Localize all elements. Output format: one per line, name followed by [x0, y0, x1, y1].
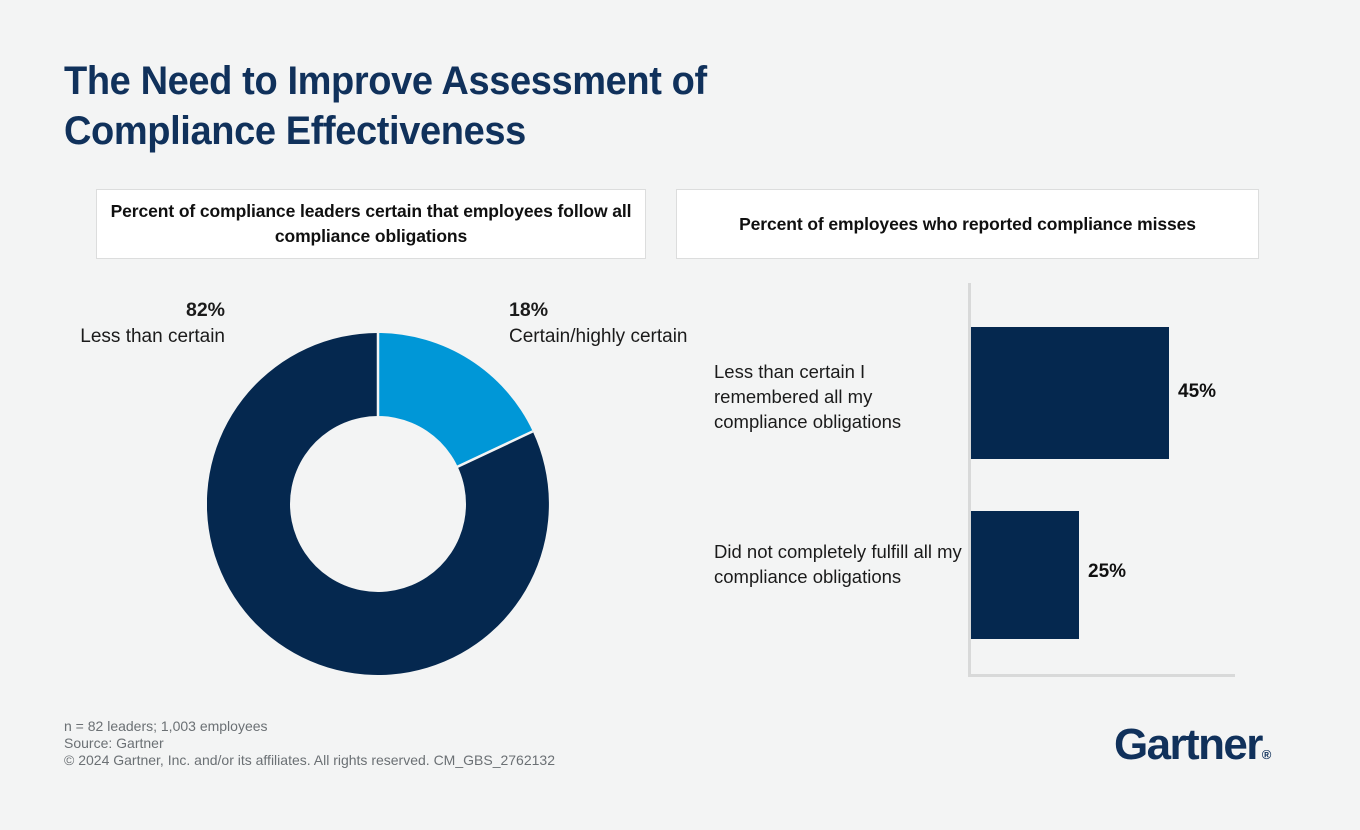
donut-text-certain: Certain/highly certain — [509, 326, 688, 347]
bar-row: Less than certain I remembered all my co… — [700, 327, 1245, 459]
footer-notes: n = 82 leaders; 1,003 employees Source: … — [64, 718, 555, 769]
bar-row: Did not completely fulfill all my compli… — [700, 511, 1245, 639]
bar-category-label-2: Did not completely fulfill all my compli… — [714, 541, 962, 587]
right-panel-header: Percent of employees who reported compli… — [676, 189, 1259, 259]
left-panel-header: Percent of compliance leaders certain th… — [96, 189, 646, 259]
gartner-logo-text: Gartner — [1114, 720, 1263, 769]
donut-label-less-than-certain: 82% Less than certain — [60, 298, 225, 349]
bar-chart: Less than certain I remembered all my co… — [700, 283, 1245, 683]
registered-trademark-icon: ® — [1261, 747, 1272, 762]
donut-label-certain: 18% Certain/highly certain — [509, 298, 709, 349]
bar-value-label-1: 45% — [1178, 381, 1217, 402]
bar-rect-2 — [971, 511, 1079, 639]
footer-copyright: © 2024 Gartner, Inc. and/or its affiliat… — [64, 752, 555, 768]
bar-rect-1 — [971, 327, 1169, 459]
gartner-logo: Gartner® — [1114, 722, 1271, 778]
donut-percent-82: 82% — [185, 299, 225, 321]
donut-percent-18: 18% — [509, 299, 549, 321]
bar-chart-baseline-axis — [968, 674, 1235, 677]
donut-chart-svg — [207, 333, 549, 675]
donut-hole — [290, 416, 466, 592]
donut-chart — [207, 333, 549, 675]
footer-sample-size: n = 82 leaders; 1,003 employees — [64, 718, 268, 734]
donut-text-less-than-certain: Less than certain — [80, 326, 225, 347]
page-title: The Need to Improve Assessment of Compli… — [64, 59, 707, 153]
bar-value-label-2: 25% — [1088, 561, 1127, 582]
bar-chart-vertical-axis — [968, 283, 971, 677]
bar-category-label-1: Less than certain I remembered all my co… — [714, 361, 902, 432]
footer-source: Source: Gartner — [64, 735, 164, 751]
